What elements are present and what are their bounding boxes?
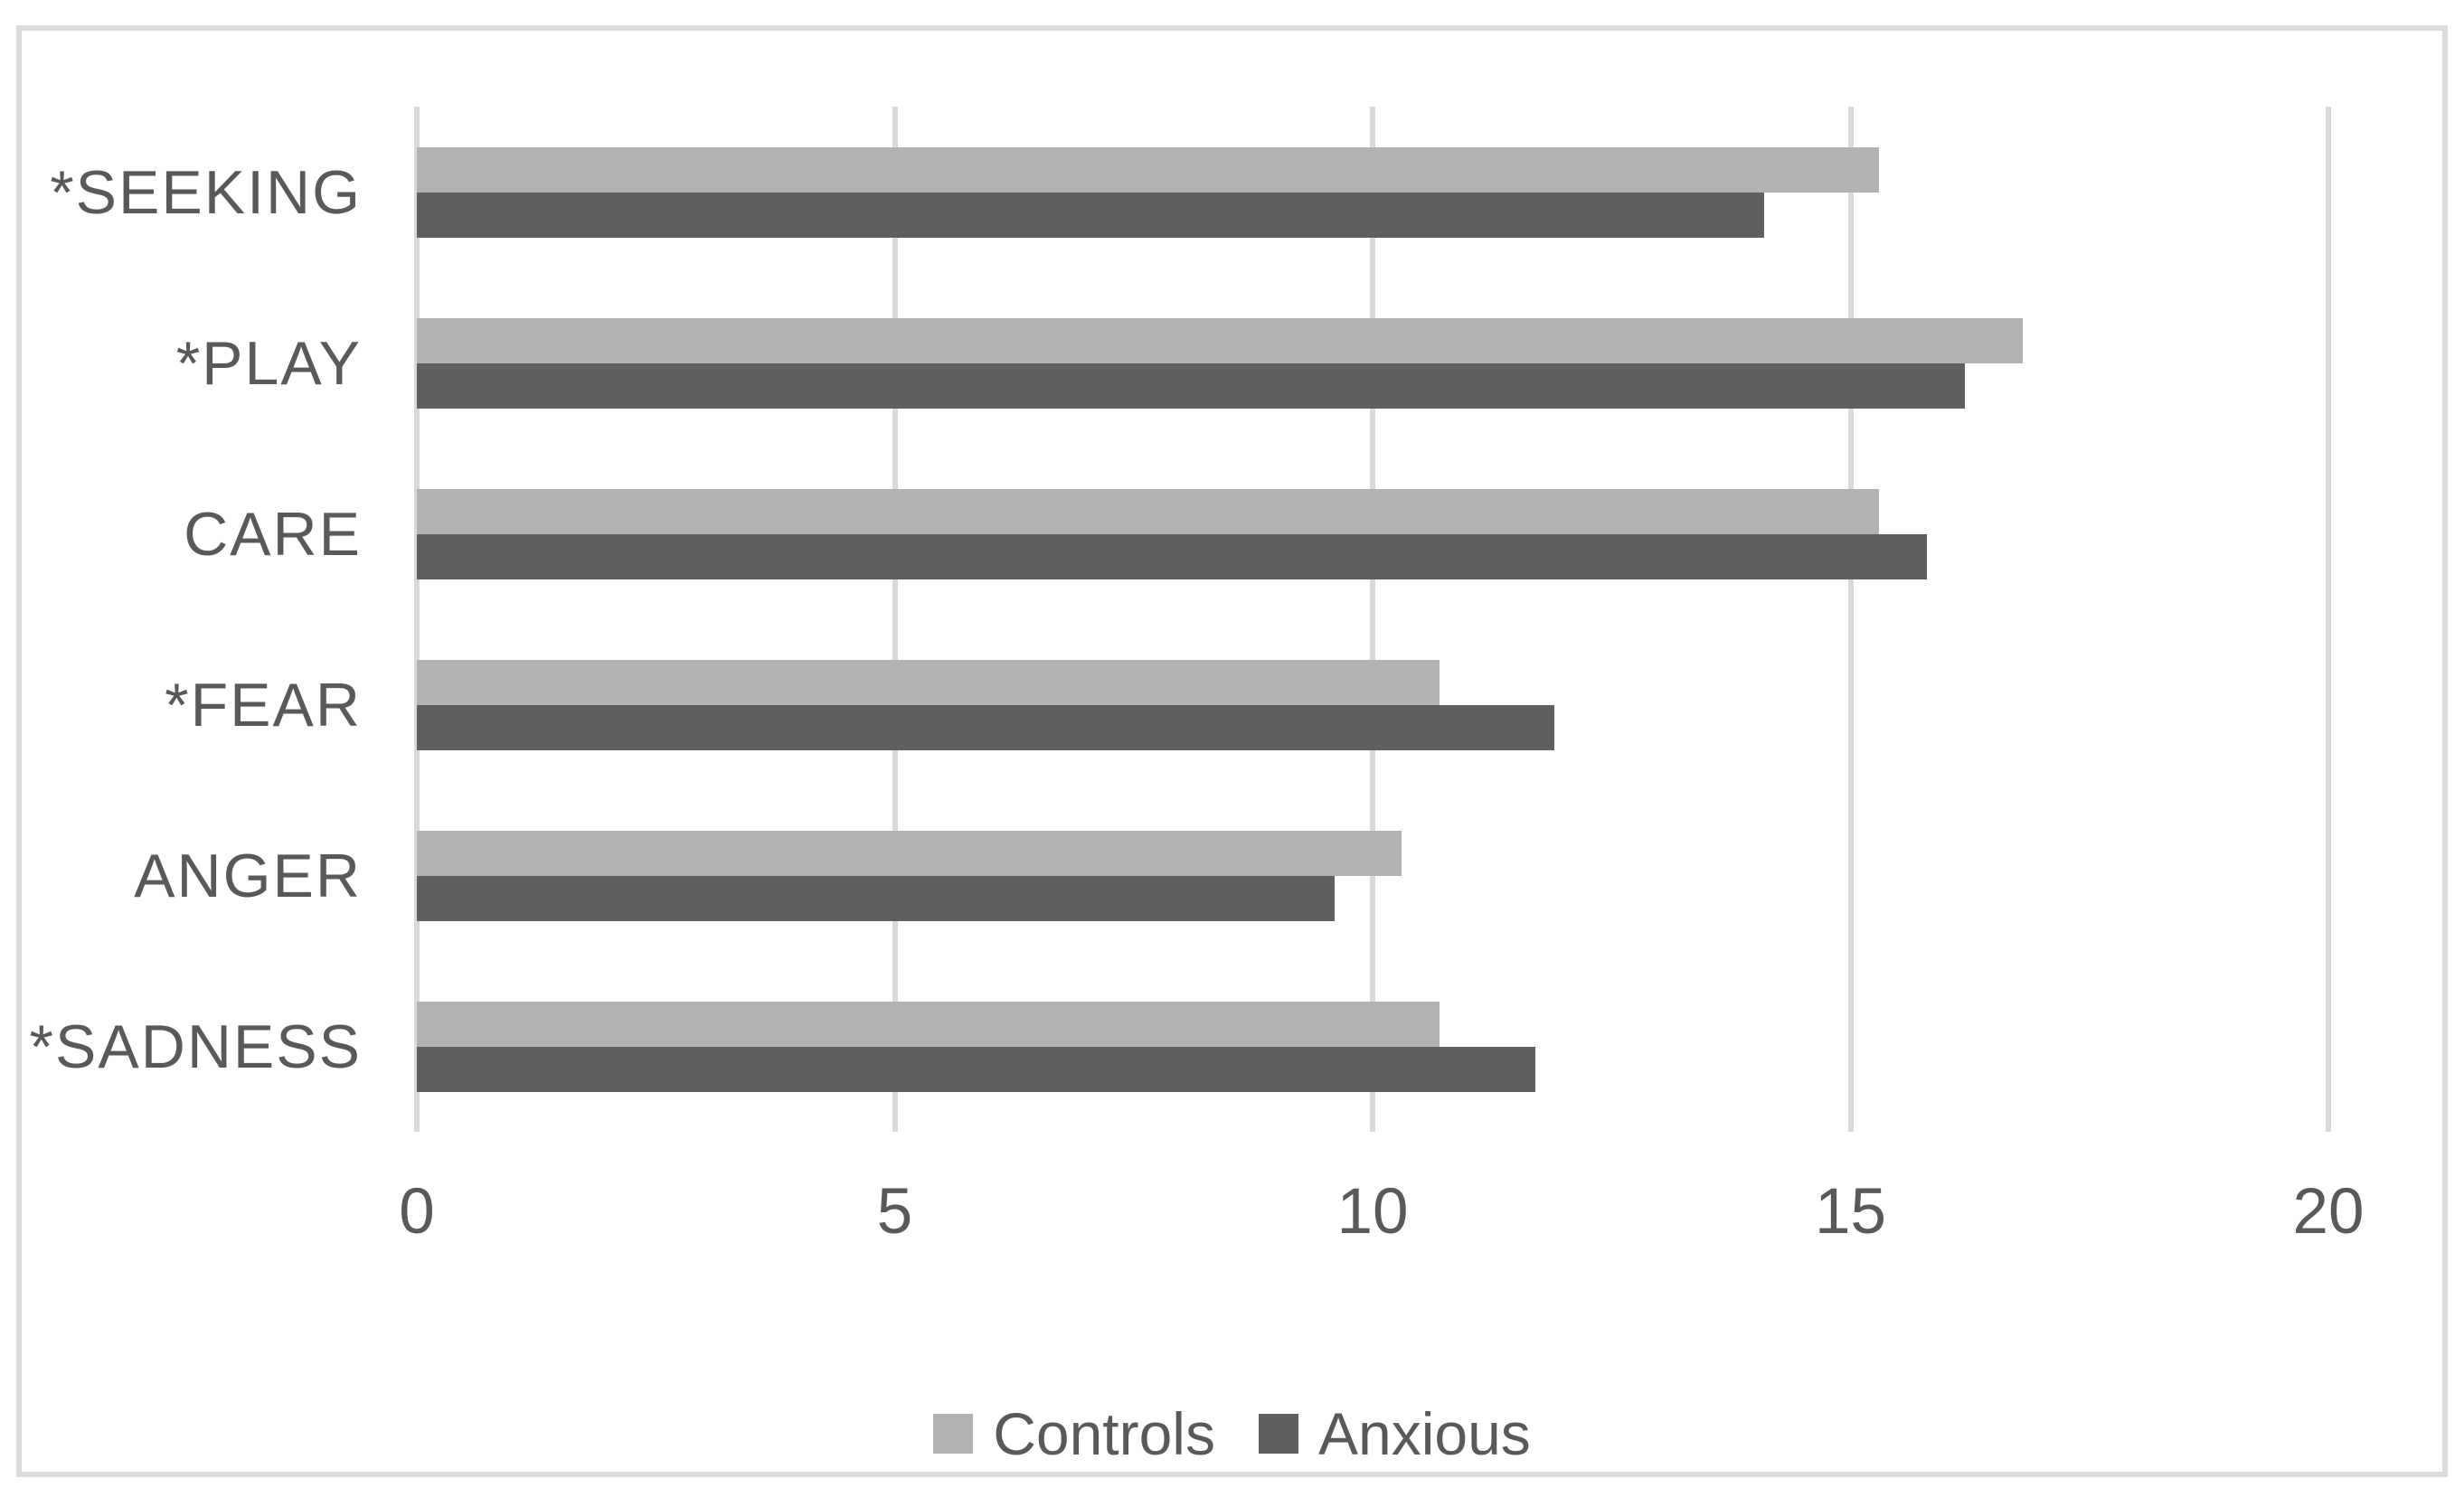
gridline-5 <box>892 107 898 1132</box>
bar-anxious-fear <box>417 704 1554 750</box>
category-label-fear: *FEAR <box>165 670 362 739</box>
category-label-anger: ANGER <box>134 841 362 910</box>
gridline-10 <box>1370 107 1375 1132</box>
bar-group-care <box>417 448 2328 619</box>
bar-controls-care <box>417 488 1880 534</box>
category-label-care: CARE <box>184 499 362 569</box>
category-label-sadness: *SADNESS <box>29 1012 362 1081</box>
bar-anxious-play <box>417 362 1966 409</box>
tick-label-0: 0 <box>399 1176 435 1248</box>
tick-label-20: 20 <box>2292 1176 2365 1248</box>
category-axis: *SEEKING *PLAY CARE *FEAR ANGER *SADNESS <box>22 107 362 1132</box>
legend: Controls Anxious <box>0 1399 2464 1468</box>
legend-swatch-anxious <box>1258 1414 1298 1454</box>
tick-label-5: 5 <box>876 1176 913 1248</box>
tick-label-10: 10 <box>1336 1176 1409 1248</box>
bar-group-sadness <box>417 961 2328 1132</box>
bar-anxious-sadness <box>417 1046 1535 1092</box>
bar-controls-fear <box>417 659 1440 705</box>
gridline-0 <box>414 107 420 1132</box>
gridline-20 <box>2326 107 2331 1132</box>
bar-group-anger <box>417 790 2328 961</box>
gridline-15 <box>1847 107 1854 1132</box>
bar-group-play <box>417 278 2328 448</box>
plot-area <box>414 107 2331 1132</box>
tick-label-15: 15 <box>1815 1176 1886 1248</box>
bar-rows <box>417 107 2328 1132</box>
bar-controls-anger <box>417 830 1402 876</box>
bar-anxious-seeking <box>417 192 1765 238</box>
legend-item-controls: Controls <box>933 1399 1215 1468</box>
bar-group-seeking <box>417 107 2328 278</box>
bar-anxious-anger <box>417 875 1335 921</box>
bar-controls-play <box>417 317 2023 363</box>
category-label-seeking: *SEEKING <box>50 157 362 227</box>
legend-label-anxious: Anxious <box>1317 1400 1531 1467</box>
legend-item-anxious: Anxious <box>1258 1399 1531 1468</box>
category-label-play: *PLAY <box>175 328 362 398</box>
bar-anxious-care <box>417 533 1928 579</box>
bar-group-fear <box>417 619 2328 790</box>
bar-controls-sadness <box>417 1001 1440 1047</box>
bar-controls-seeking <box>417 146 1880 193</box>
legend-swatch-controls <box>933 1414 974 1454</box>
chart-frame <box>16 25 2448 1477</box>
legend-label-controls: Controls <box>993 1400 1215 1467</box>
value-axis: 0 5 10 15 20 <box>399 1175 2364 1257</box>
